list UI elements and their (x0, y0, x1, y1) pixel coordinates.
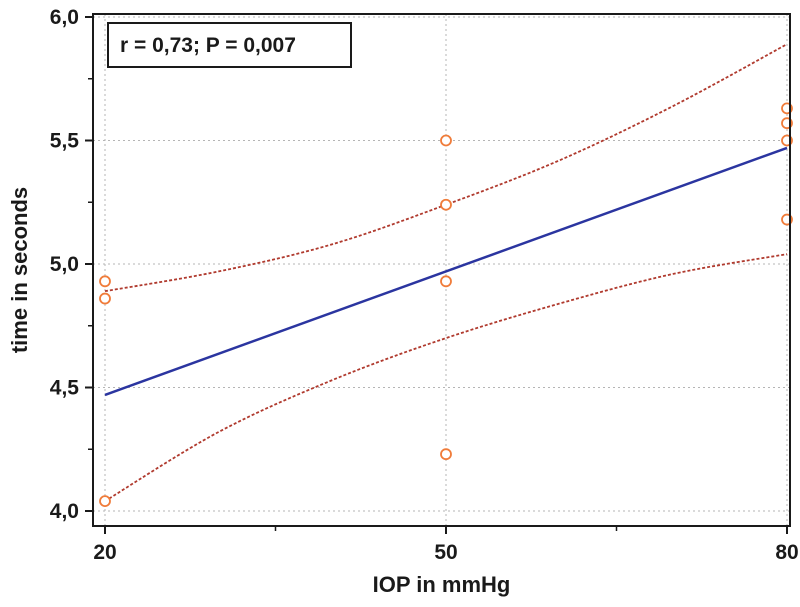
plot-frame (92, 13, 791, 527)
data-point (440, 448, 452, 461)
x-axis-title: IOP in mmHg (373, 572, 511, 597)
axis-ticks: 4,0 4,5 5,0 5,5 6,0 20 50 80 (50, 6, 799, 564)
data-point (440, 134, 452, 147)
ci-lower-curve (104, 253, 788, 502)
x-tick-label: 20 (93, 541, 116, 564)
regression (104, 146, 788, 397)
data-point (99, 495, 111, 508)
x-tick-label: 50 (434, 541, 457, 564)
y-tick-label: 4,0 (50, 500, 79, 523)
data-point (440, 198, 452, 211)
y-tick-label: 6,0 (50, 6, 79, 29)
y-axis-title: time in seconds (7, 187, 32, 353)
y-tick-label: 4,5 (50, 377, 80, 400)
y-tick-label: 5,5 (50, 130, 80, 153)
y-tick-label: 5,0 (50, 253, 79, 276)
annotation: r = 0,73; P = 0,007 (107, 22, 352, 68)
grid (93, 14, 790, 526)
data-point (99, 275, 111, 288)
annotation-text: r = 0,73; P = 0,007 (120, 34, 296, 57)
data-point (440, 275, 452, 288)
x-tick-label: 80 (775, 541, 798, 564)
regression-line (104, 146, 788, 397)
data-point (99, 292, 111, 305)
annotation-box (107, 22, 352, 68)
